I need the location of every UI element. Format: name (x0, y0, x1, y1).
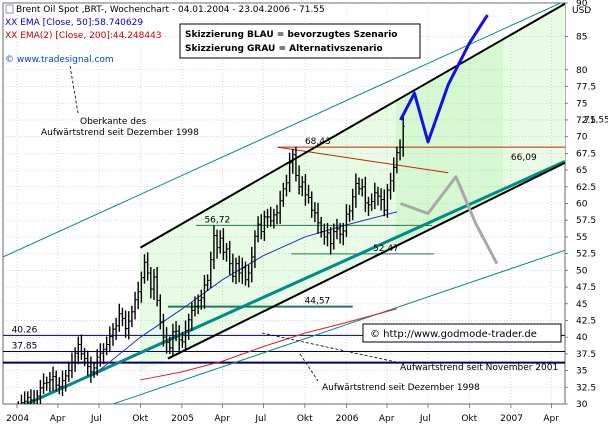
y-tick-label: 72.5 (576, 116, 596, 126)
x-tick-label: Okt (297, 414, 313, 424)
y-tick-label: 77.5 (576, 83, 596, 93)
y-tick-label: 70 (576, 133, 588, 143)
y-tick-label: 85 (576, 32, 587, 42)
annotation-text: Aufwärtstrend seit Dezember 1998 (322, 383, 480, 393)
x-tick-label: 2007 (500, 414, 523, 424)
level-label: 56,72 (204, 215, 230, 225)
y-axis: 30 32.5 35 37.5 40 42.5 45 47.5 50 52.5 55 57.5 60 62… (565, 0, 608, 410)
y-tick-label: 57.5 (576, 216, 596, 226)
x-tick-label: Apr (214, 414, 230, 424)
y-tick-label: 52.5 (576, 250, 596, 260)
trendline (139, 3, 565, 249)
x-tick-label: Jul (419, 414, 431, 424)
x-tick-label: 2005 (171, 414, 194, 424)
copyright-frame (362, 323, 562, 343)
y-tick-label: 32.5 (576, 383, 596, 393)
y-tick-label: 62.5 (576, 183, 596, 193)
scenario-fill (395, 39, 504, 247)
y-tick-label: 42.5 (576, 316, 596, 326)
y-tick-label: 90 (576, 0, 588, 9)
symbol-icon (5, 4, 14, 14)
y-tick-label: 60 (576, 200, 588, 210)
y-tick-label: 65 (576, 166, 587, 176)
scenario-blue (399, 14, 489, 144)
x-tick-label: Okt (461, 414, 477, 424)
x-axis: 2004 Apr Jul Okt 2005 Apr Jul Okt 2006 Apr Jul Okt 2… (6, 404, 559, 424)
scenario-sketches (399, 14, 499, 265)
y-tick-label: 45 (576, 300, 587, 310)
y-tick-label: 80 (576, 66, 588, 76)
level-label: 66,09 (511, 153, 537, 163)
x-tick-label: Okt (132, 414, 148, 424)
annotation-text: Aufwärtstrend seit November 2001 (400, 363, 558, 373)
last-price-label: 71,55 (584, 115, 608, 125)
y-tick-label: 55 (576, 233, 587, 243)
x-tick-label: 2006 (336, 414, 359, 424)
x-tick-label: Apr (379, 414, 395, 424)
level-label: 37.85 (12, 342, 38, 352)
annotation-text: Aufwärtstrend seit Dezember 1998 (41, 128, 199, 138)
y-tick-label: 67.5 (576, 149, 596, 159)
annotation-leader (261, 332, 397, 363)
copyright-text: © http://www.godmode-trader.de (370, 329, 537, 340)
trendline (3, 3, 562, 258)
price-bars (17, 116, 405, 404)
ema50-label: XX EMA [Close, 50]:58.740629 (5, 18, 143, 28)
legend-blau: Skizzierung BLAU = bevorzugtes Szenario (185, 30, 397, 40)
level-label: 52,47 (373, 244, 399, 254)
annotation-leaders (69, 65, 397, 382)
watermark: © www.tradesignal.com (5, 55, 114, 65)
copyright-box: © http://www.godmode-trader.de (362, 323, 562, 343)
y-unit-label: USD (572, 6, 591, 16)
header-title: Brent Oil Spot ,BRT-, Wochenchart - 04.0… (16, 5, 325, 15)
header: Brent Oil Spot ,BRT-, Wochenchart - 04.0… (5, 4, 325, 65)
legend-box (179, 23, 421, 59)
level-label: 44,57 (305, 297, 331, 307)
scenario-legend: Skizzierung BLAU = bevorzugtes Szenario … (179, 23, 421, 59)
x-tick-label: Jul (90, 414, 102, 424)
scenario-grey (399, 175, 499, 265)
ema-line (140, 308, 398, 381)
ema200-label: XX EMA(2) [Close, 200]:44.248443 (5, 31, 162, 41)
annotation-leader (299, 353, 319, 382)
y-tick-label: 37.5 (576, 350, 596, 360)
level-labels: 68,43 66,09 56,72 52,47 44,57 40.26 37.85 (12, 137, 537, 351)
trendline (111, 249, 565, 404)
y-tick-label: 30 (576, 400, 588, 410)
y-tick-label: 40 (576, 333, 588, 343)
y-tick-label: 75 (576, 99, 587, 109)
y-tick-label: 50 (576, 266, 588, 276)
x-tick-label: Apr (543, 414, 559, 424)
level-label: 68,43 (305, 137, 331, 147)
x-tick-label: 2004 (6, 414, 29, 424)
y-tick-label: 35 (576, 367, 587, 377)
level-label: 40.26 (12, 325, 38, 335)
annotation-text: Oberkante des (80, 117, 146, 127)
annotation-leader (69, 65, 79, 114)
x-tick-label: Jul (254, 414, 266, 424)
trendline (167, 161, 565, 360)
x-tick-label: Apr (50, 414, 66, 424)
legend-grau: Skizzierung GRAU = Alternativszenario (185, 44, 383, 54)
y-tick-label: 47.5 (576, 283, 596, 293)
